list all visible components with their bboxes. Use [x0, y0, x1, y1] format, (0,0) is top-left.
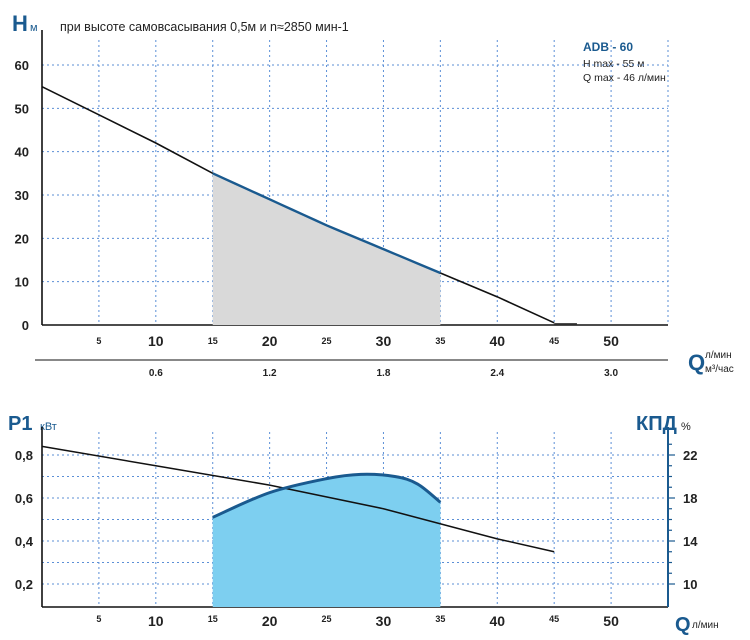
- x-tick-label: 20: [262, 333, 278, 349]
- y-tick-label: 50: [15, 101, 29, 116]
- x-tick-label-m3h: 2.4: [490, 368, 504, 379]
- bottom-x-unit: л/мин: [692, 620, 719, 631]
- x-tick-label-m3h: 0.6: [149, 368, 163, 379]
- top-working-area: [212, 173, 441, 325]
- y-tick-label: 40: [15, 145, 29, 160]
- bottom-curves: [41, 445, 555, 553]
- x-tick-label-m3h: 1.8: [377, 368, 391, 379]
- x-tick-label-minor: 5: [96, 336, 101, 346]
- bottom-y2-ticks: 10 14 18 22: [683, 448, 698, 592]
- x-tick-label: 40: [489, 613, 505, 629]
- x-tick-label: 10: [148, 613, 164, 629]
- y-tick-label: 0,4: [15, 534, 34, 549]
- top-curves: [41, 85, 577, 325]
- x-tick-label-minor: 15: [208, 614, 218, 624]
- y2-tick-label: 18: [683, 491, 697, 506]
- x-tick-label: 20: [262, 613, 278, 629]
- y2-tick-label: 10: [683, 577, 697, 592]
- top-x-ticks: 10 20 30 40 50 5 15 25 35 45 0.6 1.2 1.8 2.4 3.0: [96, 333, 619, 379]
- y2-tick-label: 14: [683, 534, 698, 549]
- x-tick-label-minor: 45: [549, 336, 559, 346]
- y-tick-label: 0,2: [15, 577, 33, 592]
- x-tick-label-minor: 45: [549, 614, 559, 624]
- bottom-y-label: P1: [8, 413, 32, 435]
- bottom-y-unit: кВт: [40, 421, 57, 433]
- x-tick-label-minor: 25: [322, 614, 332, 624]
- bottom-x-ticks: 10 20 30 40 50 5 15 25 35 45: [96, 613, 619, 629]
- x-tick-label-m3h: 1.2: [263, 368, 277, 379]
- model-q-max: Q max - 46 л/мин: [583, 72, 666, 84]
- working-area-fill: [212, 173, 441, 325]
- top-x-unit-bottom: м³/час: [705, 364, 734, 375]
- model-h-max: H max - 55 м: [583, 58, 644, 70]
- x-tick-label: 10: [148, 333, 164, 349]
- x-tick-label-minor: 35: [435, 336, 445, 346]
- x-tick-label: 30: [376, 613, 392, 629]
- h-q-curve-working: [212, 172, 441, 275]
- top-y-label: H: [12, 11, 28, 36]
- y-tick-label: 0,8: [15, 448, 33, 463]
- top-x-unit-top: л/мин: [705, 350, 732, 361]
- top-x-label: Q: [688, 350, 705, 375]
- y-tick-label: 0,6: [15, 491, 33, 506]
- model-name: ADB - 60: [583, 40, 633, 54]
- x-tick-label: 50: [603, 333, 619, 349]
- x-tick-label: 40: [489, 333, 505, 349]
- x-tick-label: 50: [603, 613, 619, 629]
- y-tick-label: 10: [15, 275, 29, 290]
- power-curve: [41, 445, 555, 553]
- x-tick-label-minor: 35: [435, 614, 445, 624]
- top-y-ticks: 0 10 20 30 40 50 60: [15, 58, 29, 333]
- x-tick-label: 30: [376, 333, 392, 349]
- bottom-y2-label: КПД: [636, 413, 677, 435]
- bottom-y-ticks: 0,2 0,4 0,6 0,8: [15, 448, 34, 592]
- top-subtitle: при высоте самовсасывания 0,5м и n≈2850 …: [60, 20, 349, 34]
- x-tick-label-m3h: 3.0: [604, 368, 618, 379]
- y2-tick-label: 22: [683, 448, 697, 463]
- top-y-unit: м: [30, 22, 38, 34]
- y-tick-label: 0: [22, 318, 29, 333]
- y-tick-label: 20: [15, 231, 29, 246]
- bottom-x-label: Q: [675, 614, 691, 636]
- bottom-y2-unit: %: [681, 421, 691, 433]
- efficiency-curve: [212, 472, 442, 519]
- y-tick-label: 30: [15, 188, 29, 203]
- y-tick-label: 60: [15, 58, 29, 73]
- x-tick-label-minor: 5: [96, 614, 101, 624]
- efficiency-fill: [212, 474, 441, 607]
- top-grid: [35, 30, 669, 361]
- x-tick-label-minor: 25: [322, 336, 332, 346]
- x-tick-label-minor: 15: [208, 336, 218, 346]
- bottom-efficiency-area: [212, 474, 441, 607]
